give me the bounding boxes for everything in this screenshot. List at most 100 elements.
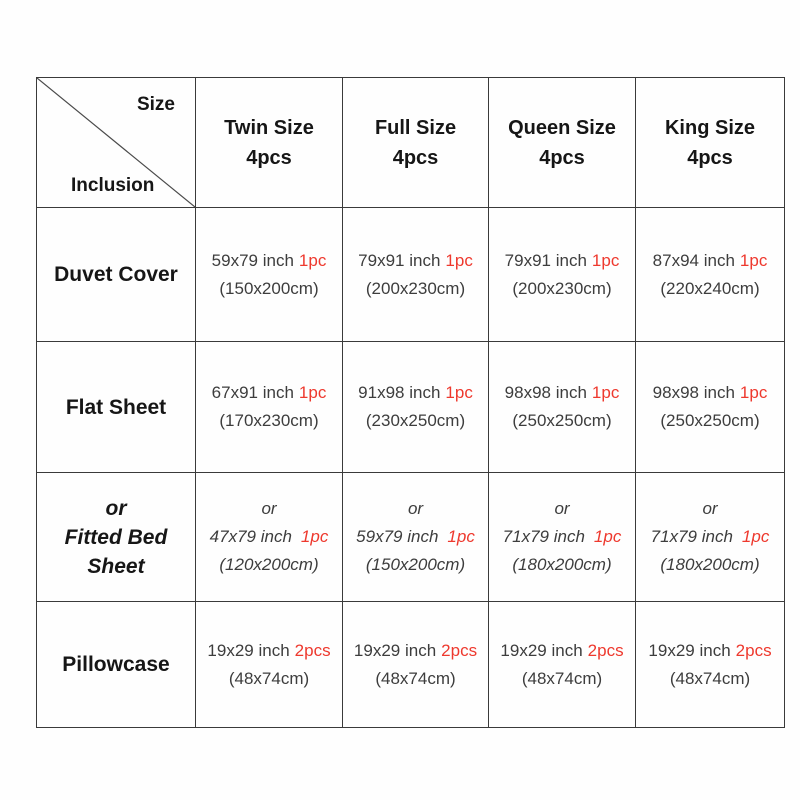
size-cm: (150x200cm)	[219, 278, 319, 298]
size-inches: 19x29 inch	[648, 640, 731, 660]
size-line: 79x91 inch 1pc	[343, 247, 488, 275]
column-header-full: Full Size 4pcs	[342, 77, 489, 208]
size-line: 79x91 inch 1pc	[489, 247, 635, 275]
corner-cell: Size Inclusion	[36, 77, 196, 208]
cell-flat-full: 91x98 inch 1pc (230x250cm)	[342, 341, 489, 473]
cell-flat-queen: 98x98 inch 1pc (250x250cm)	[488, 341, 636, 473]
cell-pillow-king: 19x29 inch 2pcs (48x74cm)	[635, 601, 785, 728]
corner-size-label: Size	[136, 94, 175, 115]
quantity: 1pc	[300, 527, 329, 546]
quantity: 1pc	[739, 250, 768, 270]
or-label: or	[702, 499, 718, 518]
size-line: 59x79 inch 1pc	[196, 247, 342, 275]
size-cm: (200x230cm)	[365, 278, 466, 298]
cell-fitted-twin: or 47x79 inch 1pc (120x200cm)	[195, 472, 343, 602]
column-subtitle: 4pcs	[687, 146, 733, 169]
size-line: 87x94 inch 1pc	[636, 247, 784, 275]
size-cm: (180x200cm)	[660, 555, 760, 574]
or-label: or	[407, 499, 424, 518]
column-subtitle: 4pcs	[539, 146, 585, 169]
or-label: or	[261, 499, 277, 518]
column-title: Twin Size	[224, 116, 314, 139]
size-cm: (250x250cm)	[512, 411, 612, 430]
diagonal-divider-line	[37, 78, 195, 207]
column-subtitle: 4pcs	[392, 146, 439, 169]
cell-flat-king: 98x98 inch 1pc (250x250cm)	[635, 341, 785, 473]
size-inches: 19x29 inch	[207, 640, 290, 660]
size-cm: (48x74cm)	[521, 668, 603, 688]
cell-duvet-queen: 79x91 inch 1pc (200x230cm)	[488, 207, 636, 342]
quantity: 1pc	[739, 383, 768, 402]
size-inches: 79x91 inch	[504, 250, 587, 270]
row-label-fitted-sheet: or Fitted Bed Sheet	[36, 472, 196, 602]
size-line: 98x98 inch 1pc	[636, 379, 784, 407]
cell-pillow-queen: 19x29 inch 2pcs (48x74cm)	[488, 601, 636, 728]
size-line: 67x91 inch 1pc	[196, 379, 342, 407]
size-cm: (150x200cm)	[365, 555, 466, 574]
cell-fitted-queen: or 71x79 inch 1pc (180x200cm)	[488, 472, 636, 602]
quantity: 1pc	[445, 383, 473, 402]
size-line: 19x29 inch 2pcs	[196, 637, 342, 665]
quantity: 1pc	[591, 250, 620, 270]
size-inches: 71x79 inch	[502, 527, 585, 546]
size-cm: (230x250cm)	[365, 411, 466, 430]
size-line: 91x98 inch 1pc	[343, 379, 488, 407]
quantity: 1pc	[298, 383, 327, 402]
cell-flat-twin: 67x91 inch 1pc (170x230cm)	[195, 341, 343, 473]
size-cm: (170x230cm)	[219, 411, 319, 430]
quantity: 2pcs	[294, 640, 331, 660]
size-cm: (180x200cm)	[512, 555, 612, 574]
table-row-pillowcase: Pillowcase 19x29 inch 2pcs (48x74cm) 19x2…	[36, 601, 785, 728]
size-line: 19x29 inch 2pcs	[636, 637, 784, 665]
cell-fitted-king: or 71x79 inch 1pc (180x200cm)	[635, 472, 785, 602]
size-line: 71x79 inch 1pc	[636, 523, 784, 551]
size-inches: 67x91 inch	[211, 383, 294, 402]
size-chart-table: Size Inclusion Twin Size 4pcs Full Size …	[36, 77, 785, 728]
column-title: King Size	[664, 116, 755, 139]
size-inches: 87x94 inch	[652, 250, 735, 270]
size-inches: 47x79 inch	[209, 527, 292, 546]
table-row-flat-sheet: Flat Sheet 67x91 inch 1pc (170x230cm) 91x…	[36, 341, 785, 473]
cell-pillow-twin: 19x29 inch 2pcs (48x74cm)	[195, 601, 343, 728]
size-cm: (220x240cm)	[660, 278, 760, 298]
size-inches: 19x29 inch	[500, 640, 583, 660]
or-label: or	[554, 499, 570, 518]
size-line: 59x79 inch 1pc	[343, 523, 488, 551]
column-header-twin: Twin Size 4pcs	[195, 77, 343, 208]
quantity: 1pc	[447, 527, 475, 546]
size-line: 47x79 inch 1pc	[196, 523, 342, 551]
quantity: 1pc	[445, 250, 473, 270]
cell-duvet-king: 87x94 inch 1pc (220x240cm)	[635, 207, 785, 342]
quantity: 1pc	[741, 527, 770, 546]
size-line: 98x98 inch 1pc	[489, 379, 635, 407]
column-title: Full Size	[374, 116, 457, 139]
table-row-fitted-sheet: or Fitted Bed Sheet or 47x79 inch 1pc (12…	[36, 472, 785, 602]
column-header-king: King Size 4pcs	[635, 77, 785, 208]
cell-fitted-full: or 59x79 inch 1pc (150x200cm)	[342, 472, 489, 602]
quantity: 2pcs	[587, 640, 624, 660]
size-inches: 19x29 inch	[353, 640, 437, 660]
cell-duvet-full: 79x91 inch 1pc (200x230cm)	[342, 207, 489, 342]
size-inches: 59x79 inch	[211, 250, 294, 270]
quantity: 2pcs	[441, 640, 478, 660]
column-title: Queen Size	[508, 116, 616, 139]
size-inches: 59x79 inch	[356, 527, 439, 546]
cell-duvet-twin: 59x79 inch 1pc (150x200cm)	[195, 207, 343, 342]
column-subtitle: 4pcs	[246, 146, 292, 169]
row-label-pillowcase: Pillowcase	[36, 601, 196, 728]
quantity: 1pc	[593, 527, 622, 546]
quantity: 1pc	[591, 383, 620, 402]
size-cm: (48x74cm)	[669, 668, 751, 688]
row-label-duvet-cover: Duvet Cover	[36, 207, 196, 342]
size-inches: 98x98 inch	[504, 383, 587, 402]
size-inches: 71x79 inch	[650, 527, 733, 546]
column-header-queen: Queen Size 4pcs	[488, 77, 636, 208]
size-inches: 91x98 inch	[358, 383, 441, 402]
size-cm: (250x250cm)	[660, 411, 760, 430]
size-cm: (120x200cm)	[219, 555, 319, 574]
corner-inclusion-label: Inclusion	[71, 175, 155, 196]
quantity: 1pc	[298, 250, 327, 270]
quantity: 2pcs	[735, 640, 772, 660]
row-label-flat-sheet: Flat Sheet	[36, 341, 196, 473]
